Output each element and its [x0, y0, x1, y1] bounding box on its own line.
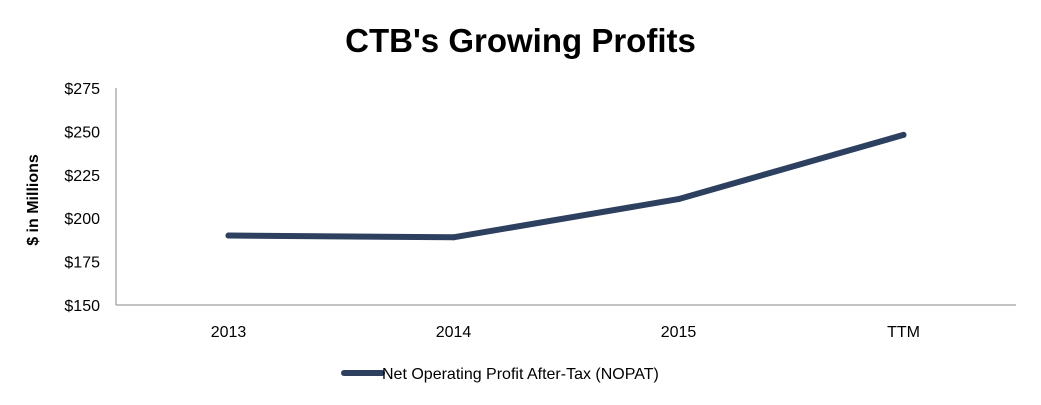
y-tick-label: $275 — [64, 81, 100, 98]
data-point — [450, 234, 457, 241]
x-tick-label: 2014 — [436, 324, 472, 341]
y-axis-label: $ in Millions — [25, 154, 42, 246]
axes — [115, 88, 1016, 306]
series-group — [225, 131, 907, 241]
x-tick-label: 2013 — [211, 324, 247, 341]
data-point — [675, 196, 682, 203]
y-tick-label: $200 — [64, 211, 100, 228]
chart-title: CTB's Growing Profits — [345, 22, 696, 59]
legend-label: Net Operating Profit After-Tax (NOPAT) — [382, 366, 659, 383]
data-point — [900, 131, 907, 138]
y-tick-label: $250 — [64, 124, 100, 141]
y-tick-labels: $150 $175 $200 $225 $250 $275 — [64, 81, 100, 315]
data-point — [225, 232, 232, 239]
series-line — [225, 131, 907, 241]
x-tick-labels: 2013 2014 2015 TTM — [211, 324, 920, 341]
x-tick-label: TTM — [887, 324, 920, 341]
y-tick-label: $225 — [64, 168, 100, 185]
x-tick-label: 2015 — [661, 324, 697, 341]
legend: Net Operating Profit After-Tax (NOPAT) — [341, 366, 659, 383]
y-tick-label: $175 — [64, 255, 100, 272]
y-tick-label: $150 — [64, 298, 100, 315]
